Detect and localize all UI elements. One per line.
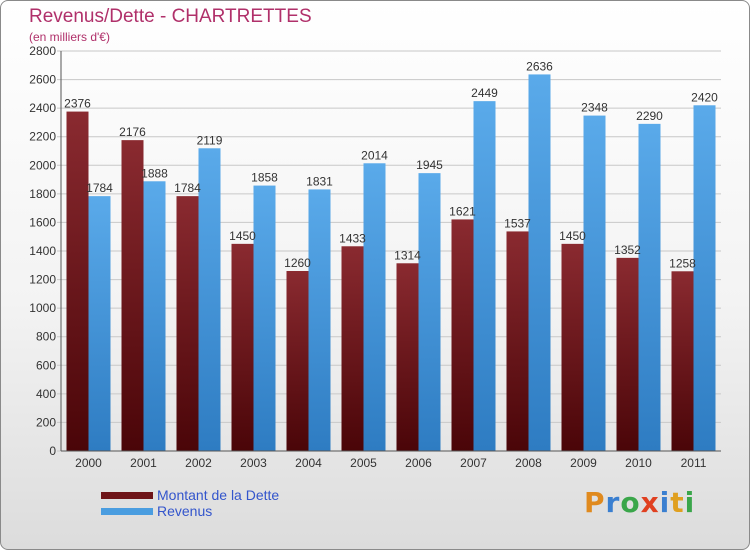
y-tick-label: 1800 [29,187,56,201]
bar-revenus [583,115,606,452]
data-label-dette: 1258 [669,256,696,270]
bar-dette [66,111,89,452]
logo-letter: o [620,486,641,519]
data-label-revenus: 1945 [416,158,443,172]
data-label-dette: 1352 [614,243,641,257]
legend-label-revenus: Revenus [157,503,213,519]
y-tick-label: 2000 [29,158,56,172]
bar-revenus [693,105,716,452]
bar-revenus [143,181,166,452]
bar-revenus [253,185,276,452]
data-label-revenus: 2290 [636,109,663,123]
data-label-revenus: 2449 [471,86,498,100]
legend-item-revenus: Revenus [101,503,279,519]
y-tick-label: 1600 [29,215,56,229]
legend-item-debt: Montant de la Dette [101,487,279,503]
legend: Montant de la Dette Revenus [101,487,279,519]
legend-swatch-debt [101,491,153,499]
data-label-revenus: 2636 [526,59,553,73]
logo-letter: i [659,486,671,519]
y-tick-label: 1200 [29,273,56,287]
data-label-revenus: 2014 [361,148,388,162]
x-tick-label: 2002 [185,456,212,470]
bar-dette [176,196,199,451]
proxiti-logo: Proxiti [584,486,695,519]
data-label-revenus: 2348 [581,101,608,115]
y-tick-label: 800 [36,330,56,344]
bar-dette [341,246,364,451]
x-tick-label: 2001 [130,456,157,470]
data-label-dette: 1450 [559,229,586,243]
data-label-dette: 1784 [174,181,201,195]
data-label-revenus: 1831 [306,174,333,188]
y-tick-label: 200 [36,415,56,429]
x-tick-label: 2006 [405,456,432,470]
logo-letter: i [684,486,696,519]
data-label-revenus: 2119 [197,133,223,147]
data-label-revenus: 1784 [86,181,113,195]
logo-letter: P [584,486,606,519]
y-tick-label: 2400 [29,101,56,115]
data-label-dette: 2176 [119,125,146,139]
bar-dette [286,271,309,451]
x-tick-label: 2005 [350,456,377,470]
x-tick-label: 2004 [295,456,322,470]
y-tick-label: 2600 [29,73,56,87]
x-tick-label: 2008 [515,456,542,470]
bar-dette [616,257,639,451]
y-tick-label: 1000 [29,301,56,315]
x-tick-label: 2011 [681,456,707,470]
bar-dette [451,219,474,451]
bar-revenus [528,74,551,451]
bar-dette [671,271,694,451]
logo-letter: r [605,486,621,519]
y-tick-label: 1400 [29,244,56,258]
bar-dette [506,231,529,451]
logo-letter: x [640,486,660,519]
bar-revenus [473,101,496,452]
data-label-dette: 1537 [504,216,531,230]
bar-revenus [418,173,441,451]
data-label-dette: 1450 [229,229,256,243]
legend-label-debt: Montant de la Dette [157,487,280,503]
data-label-dette: 1260 [284,256,311,270]
bar-revenus [88,196,111,451]
logo-letter: t [670,486,685,519]
bar-revenus [638,123,661,451]
bar-dette [561,243,584,451]
bar-revenus [308,189,331,451]
legend-swatch-revenus [101,507,153,515]
chart-title: Revenus/Dette - CHARTRETTES [29,6,312,27]
y-tick-label: 600 [36,358,56,372]
x-tick-label: 2003 [240,456,267,470]
data-label-dette: 1621 [449,204,476,218]
x-tick-label: 2010 [625,456,652,470]
bar-dette [231,243,254,451]
y-tick-label: 0 [49,444,56,458]
data-label-revenus: 1858 [251,171,278,185]
bar-dette [121,140,144,451]
data-label-revenus: 1888 [141,166,168,180]
data-label-dette: 1433 [339,231,366,245]
data-label-revenus: 2420 [691,90,718,104]
y-tick-label: 2200 [29,130,56,144]
chart-subtitle: (en milliers d'€) [29,30,110,44]
x-tick-label: 2000 [75,456,102,470]
data-label-dette: 2376 [64,97,91,111]
x-tick-label: 2009 [570,456,597,470]
bar-dette [396,263,419,451]
data-label-dette: 1314 [394,248,421,262]
y-tick-label: 400 [36,387,56,401]
bar-revenus [198,148,221,452]
bar-revenus [363,163,386,452]
x-tick-label: 2007 [460,456,487,470]
y-tick-label: 2800 [29,44,56,58]
